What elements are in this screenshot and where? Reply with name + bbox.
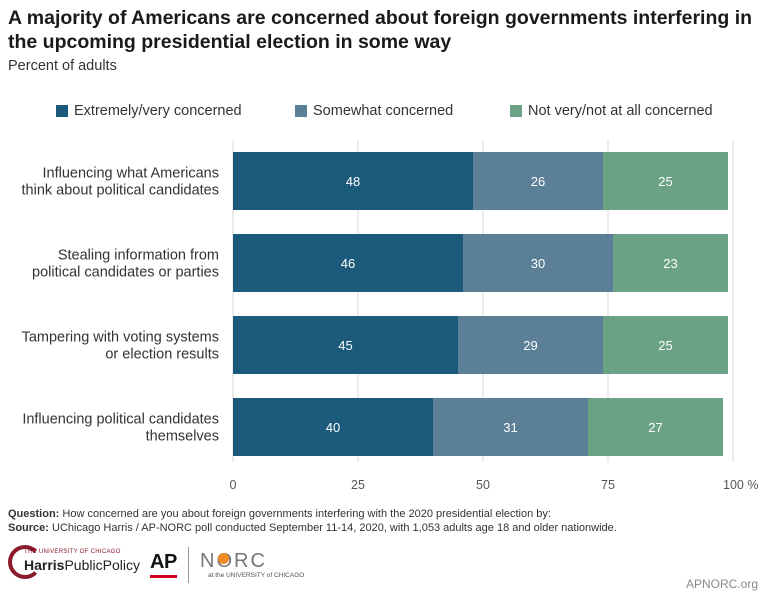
source-text: UChicago Harris / AP-NORC poll conducted…	[48, 522, 617, 534]
tick-label: 75	[601, 478, 615, 492]
data-label: 23	[663, 256, 677, 271]
source-label: Source:	[8, 522, 49, 534]
harris-circle-icon	[8, 545, 42, 579]
bar-segment	[233, 398, 433, 456]
question-text: How concerned are you about foreign gove…	[59, 508, 551, 520]
bar-segment	[613, 234, 728, 292]
legend-swatch	[56, 105, 68, 117]
bar-segment	[463, 234, 613, 292]
category-label: or election results	[105, 347, 219, 363]
legend-label: Somewhat concerned	[313, 103, 454, 119]
question-line: Question: How concerned are you about fo…	[8, 507, 760, 521]
data-label: 25	[658, 338, 672, 353]
norc-logo-subtext: at the UNIVERSITY of CHICAGO	[208, 572, 305, 579]
data-label: 25	[658, 174, 672, 189]
bar-segment	[603, 316, 728, 374]
bar-segment	[233, 316, 458, 374]
bar-segment	[603, 152, 728, 210]
bar-segment	[473, 152, 603, 210]
tick-label: 0	[230, 478, 237, 492]
data-label: 45	[338, 338, 352, 353]
ap-logo: AP	[150, 551, 177, 573]
harris-logo-rest: PublicPolicy	[64, 557, 140, 573]
norc-logo-dot-icon	[218, 553, 229, 564]
legend-item-extremely-very: Extremely/very concerned	[56, 102, 242, 120]
harris-logo-bold: Harris	[24, 557, 65, 573]
chart-subtitle: Percent of adults	[8, 58, 117, 74]
data-label: 46	[341, 256, 355, 271]
category-label: Stealing information from	[58, 248, 219, 264]
category-label: Influencing what Americans	[42, 166, 219, 182]
chart-title: A majority of Americans are concerned ab…	[8, 7, 753, 53]
bar-segment	[233, 234, 463, 292]
tick-label: 100 %	[723, 478, 758, 492]
site-url: APNORC.org	[685, 577, 758, 591]
question-label: Question:	[8, 508, 60, 520]
harris-logo-text: HarrisPublicPolicy	[24, 557, 140, 573]
category-label: political candidates or parties	[32, 265, 219, 281]
category-label: think about political candidates	[22, 183, 220, 199]
legend-item-not-concerned: Not very/not at all concerned	[510, 102, 713, 120]
harris-logo: THE UNIVERSITY OF CHICAGO HarrisPublicPo…	[8, 541, 140, 589]
legend-label: Not very/not at all concerned	[528, 103, 713, 119]
bar-segment	[588, 398, 723, 456]
legend-item-somewhat: Somewhat concerned	[295, 102, 453, 120]
tick-label: 50	[476, 478, 490, 492]
category-label: Influencing political candidates	[22, 412, 219, 428]
logos-bar: THE UNIVERSITY OF CHICAGO HarrisPublicPo…	[8, 541, 760, 591]
bar-segment	[433, 398, 588, 456]
data-label: 30	[531, 256, 545, 271]
bar-segment	[233, 152, 473, 210]
harris-logo-small-text: THE UNIVERSITY OF CHICAGO	[24, 549, 121, 555]
legend-swatch	[295, 105, 307, 117]
bar-segment	[458, 316, 603, 374]
data-label: 31	[503, 420, 517, 435]
data-label: 27	[648, 420, 662, 435]
data-label: 40	[326, 420, 340, 435]
data-label: 26	[531, 174, 545, 189]
ap-logo-underline	[150, 575, 177, 578]
legend-label: Extremely/very concerned	[74, 103, 242, 119]
category-label: Tampering with voting systems	[22, 330, 219, 346]
data-label: 29	[523, 338, 537, 353]
tick-label: 25	[351, 478, 365, 492]
norc-logo: NORC	[200, 550, 267, 572]
category-label: themselves	[146, 429, 219, 445]
logo-divider	[188, 547, 189, 583]
footnote: Question: How concerned are you about fo…	[8, 507, 760, 535]
data-label: 48	[346, 174, 360, 189]
legend-swatch	[510, 105, 522, 117]
source-line: Source: UChicago Harris / AP-NORC poll c…	[8, 521, 760, 535]
